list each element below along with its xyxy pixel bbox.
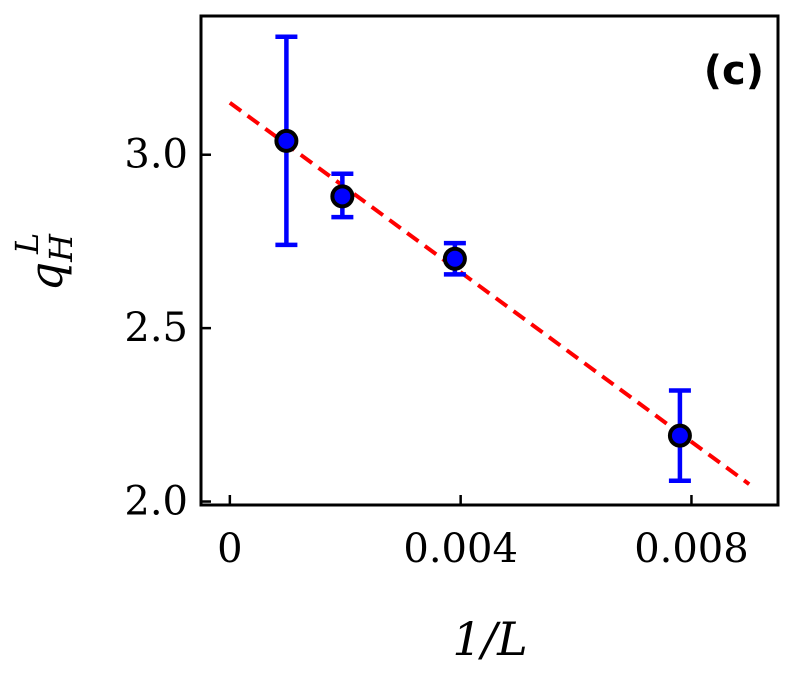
y-tick-label: 3.0: [124, 132, 188, 178]
data-point: [330, 184, 355, 209]
y-axis-label-superscript: L: [8, 233, 46, 255]
x-tick-label: 0.008: [634, 526, 749, 572]
y-tick-label: 2.5: [124, 305, 188, 351]
fit-line-layer: [228, 101, 751, 486]
plot-frame: [199, 14, 780, 507]
y-axis-label-base: q: [19, 262, 73, 291]
error-bars-layer: [275, 34, 691, 483]
x-tick-label: 0.004: [403, 526, 518, 572]
ticks-layer: 0 0.004 0.008 2.0 2.5 3.0: [124, 132, 748, 572]
fit-line: [228, 101, 751, 486]
x-axis-label: 1/L: [452, 612, 527, 666]
svg-text:qHL: qHL: [8, 233, 80, 292]
x-tick-label: 0: [217, 526, 242, 572]
y-axis-label-subscript: H: [42, 233, 80, 263]
y-tick-label: 2.0: [124, 479, 188, 525]
y-axis-label: qHL: [8, 233, 80, 292]
data-point: [274, 128, 299, 153]
panel-label: (c): [704, 48, 764, 94]
data-points-layer: [274, 128, 692, 448]
data-point: [442, 246, 467, 271]
data-point: [667, 423, 692, 448]
